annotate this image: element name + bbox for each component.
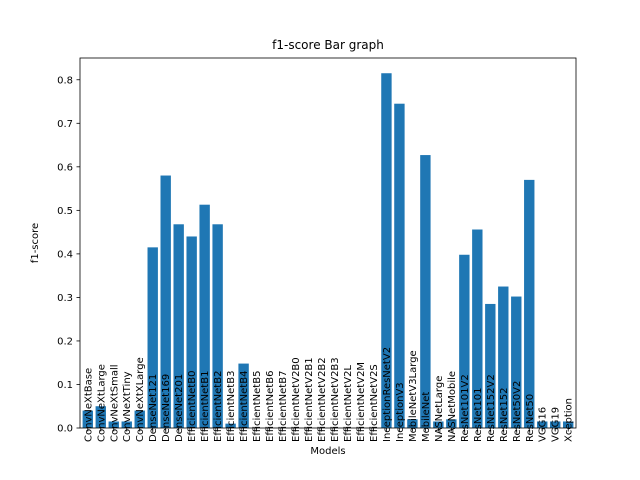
y-axis-label: f1-score [30, 223, 41, 263]
x-category-label: EfficientNetB4 [239, 371, 250, 442]
bar-vgg19 [550, 421, 561, 428]
x-axis-label: Models [310, 446, 345, 457]
y-tick-label: 0.5 [57, 206, 73, 217]
x-category-label: EfficientNetV2B1 [304, 357, 315, 442]
bar-densenet121 [147, 247, 158, 428]
x-category-label: InceptionResNetV2 [382, 347, 393, 442]
bar-mobilenetv3large [407, 419, 418, 428]
bar-nasnetmobile [446, 419, 457, 428]
x-category-label: DenseNet201 [174, 374, 185, 442]
y-axis: 0.0 0.1 0.2 0.3 0.4 0.5 0.6 0.7 0.8 [57, 75, 80, 435]
y-tick-label: 0.6 [57, 162, 73, 173]
x-category-label: MobileNet [421, 392, 432, 442]
bar-resnet152 [498, 286, 509, 428]
x-category-label: ResNet152V2 [486, 374, 497, 442]
bar-convnextlarge [95, 406, 106, 428]
bar-convnextsmall [108, 421, 119, 428]
bar-resnet50v2 [511, 296, 522, 428]
x-category-label: EfficientNetV2L [343, 365, 354, 442]
x-category-label: ConvNeXtTiny [122, 371, 133, 442]
chart-title: f1-score Bar graph [272, 38, 384, 52]
x-category-label: EfficientNetV2B0 [291, 357, 302, 442]
y-tick-label: 0.2 [57, 336, 73, 347]
x-category-label: ResNet101 [473, 387, 484, 442]
x-category-label: EfficientNetB3 [226, 371, 237, 442]
x-category-label: EfficientNetB5 [252, 371, 263, 442]
x-category-label: EfficientNetV2B3 [330, 357, 341, 442]
x-category-label: ResNet152 [499, 387, 510, 442]
x-category-label: NASNetMobile [447, 371, 458, 442]
bar-convnextbase [82, 410, 93, 428]
x-category-label: DenseNet169 [161, 374, 172, 442]
x-category-label: MobileNetV3Large [408, 350, 419, 442]
x-category-label: VGG16 [538, 407, 549, 442]
x-category-label: ConvNeXtLarge [96, 364, 107, 442]
bar-inceptionv3 [394, 103, 405, 429]
x-category-label: ResNet50V2 [512, 381, 523, 442]
bar-efficientnetb4 [238, 363, 249, 428]
bar-resnet101 [472, 229, 483, 428]
bar-efficientnetb1 [199, 204, 210, 428]
y-tick-label: 0.3 [57, 293, 73, 304]
x-category-label: EfficientNetB6 [265, 371, 276, 442]
y-tick-label: 0.4 [57, 249, 73, 260]
bar-efficientnetb2 [212, 224, 223, 428]
bar-xception [563, 421, 574, 428]
x-category-label: EfficientNetB7 [278, 371, 289, 442]
x-axis: ConvNeXtBase ConvNeXtLarge ConvNeXtSmall Co… [83, 347, 574, 442]
bar-efficientnetb0 [186, 236, 197, 428]
bar-resnet101v2 [459, 254, 470, 428]
bar-resnet50 [524, 179, 535, 428]
x-category-label: ConvNeXtXLarge [135, 357, 146, 442]
bar-resnet152v2 [485, 303, 496, 428]
bar-convnexttiny [121, 421, 132, 428]
plot-frame [79, 57, 577, 429]
bar-densenet169 [160, 175, 171, 428]
x-category-label: VGG19 [551, 407, 562, 442]
bar-inceptionresnetv2 [381, 73, 392, 428]
x-category-label: ResNet50 [525, 394, 536, 442]
bar-convnextxlarge [134, 410, 145, 428]
y-tick-label: 0.0 [57, 424, 73, 435]
bars-group [82, 73, 574, 429]
x-category-label: NASNetLarge [434, 376, 445, 442]
x-category-label: EfficientNetB2 [213, 371, 224, 442]
bar-nasnetlarge [433, 421, 444, 428]
x-category-label: EfficientNetV2M [356, 362, 367, 442]
x-category-label: EfficientNetB1 [200, 371, 211, 442]
y-tick-label: 0.7 [57, 119, 73, 130]
x-category-label: DenseNet121 [148, 374, 159, 442]
y-tick-label: 0.1 [57, 380, 73, 391]
x-category-label: ResNet101V2 [460, 374, 471, 442]
x-category-label: ConvNeXtSmall [109, 364, 120, 442]
bar-efficientnetb3 [225, 423, 236, 428]
bar-densenet201 [173, 224, 184, 428]
x-category-label: Xception [564, 398, 575, 442]
bar-vgg16 [537, 421, 548, 428]
y-tick-label: 0.8 [57, 75, 73, 86]
x-category-label: EfficientNetV2S [369, 364, 380, 442]
bar-mobilenet [420, 155, 431, 428]
x-category-label: EfficientNetV2B2 [317, 357, 328, 442]
x-category-label: ConvNeXtBase [83, 368, 94, 442]
x-category-label: EfficientNetB0 [187, 371, 198, 442]
x-category-label: InceptionV3 [395, 382, 406, 442]
